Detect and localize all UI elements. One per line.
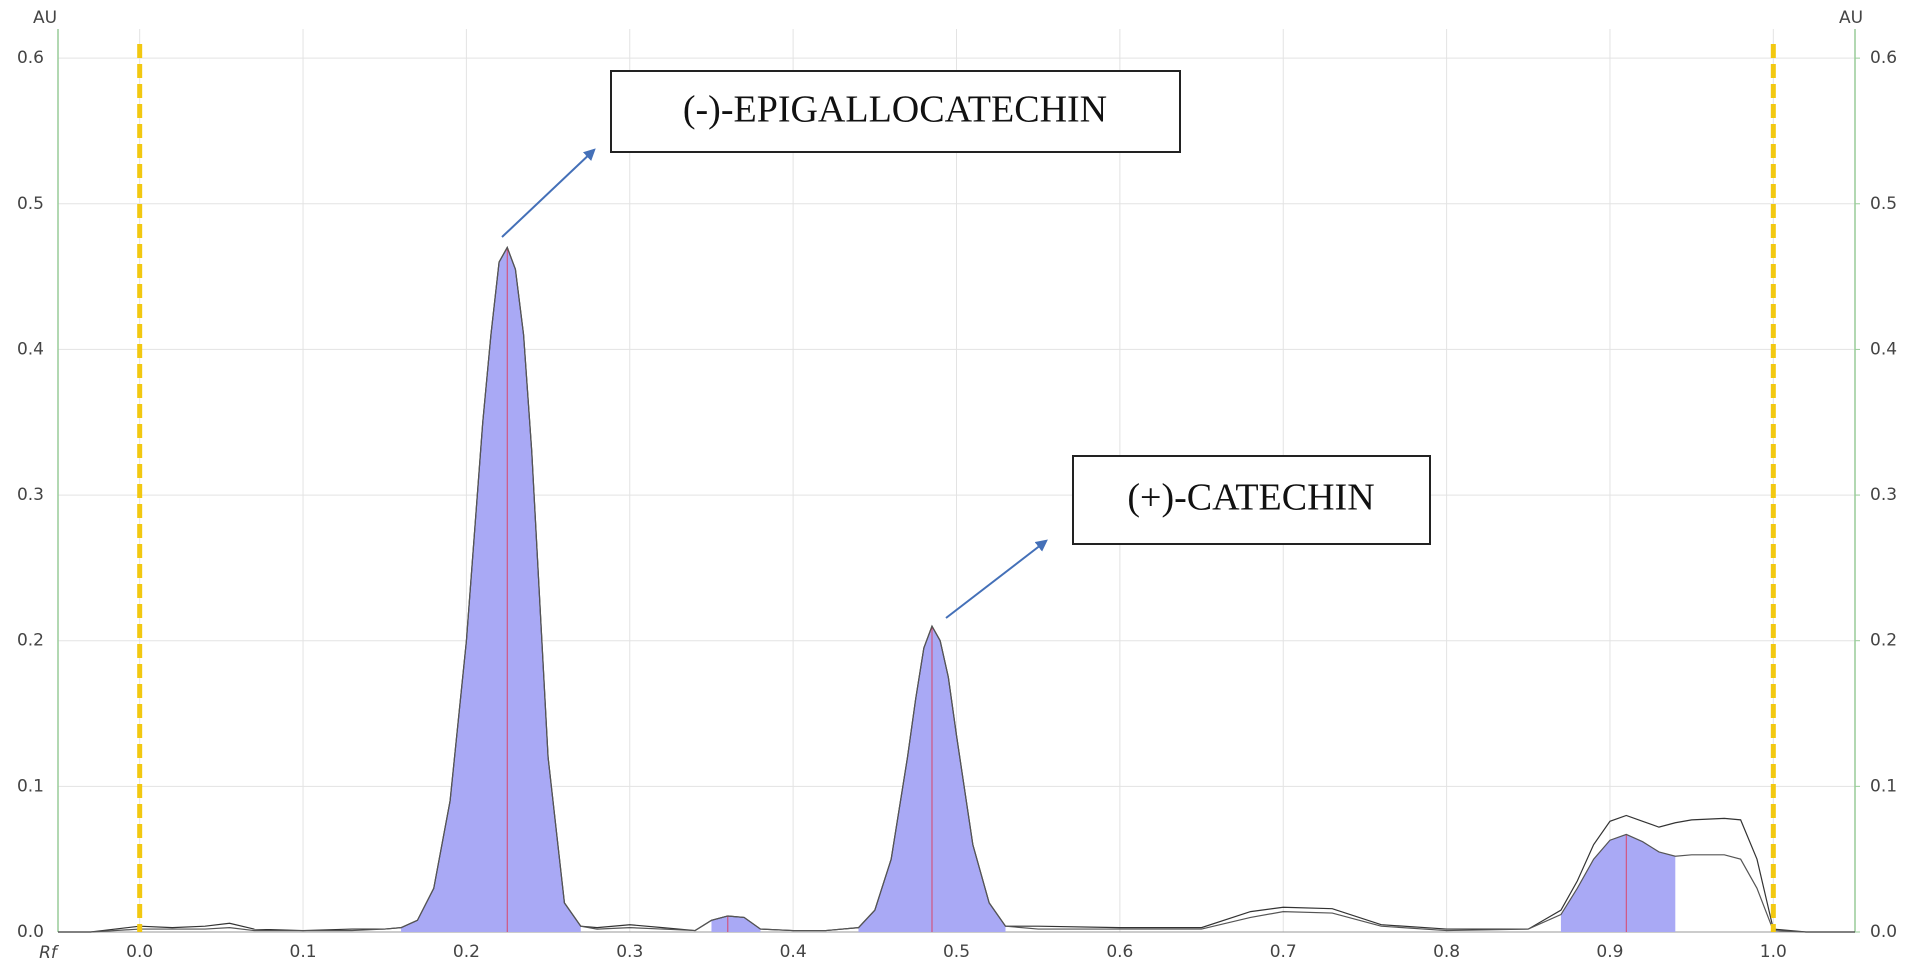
x-tick-label: 0.3 — [616, 942, 643, 962]
annotation: (+)-CATECHIN — [1127, 477, 1374, 519]
annotation-box — [1072, 455, 1431, 545]
y2-tick-label: 0.4 — [1870, 339, 1897, 359]
trace-line — [58, 246, 1855, 933]
fill-layer — [401, 247, 1676, 932]
y-tick-label: 0.6 — [17, 48, 44, 68]
y-tick-label: 0.3 — [17, 485, 44, 505]
y2-tick-label: 0.0 — [1870, 922, 1897, 942]
x-tick-label: 0.6 — [1106, 942, 1133, 962]
arrow — [945, 539, 1048, 619]
x-axis-label: Rf — [39, 943, 60, 963]
y-tick-label: 0.5 — [17, 194, 44, 214]
y-tick-label: 0.0 — [17, 922, 44, 942]
x-tick-label: 0.4 — [780, 942, 807, 962]
y-tick-label: 0.2 — [17, 631, 44, 651]
x-tick-label: 0.5 — [943, 942, 970, 962]
arrow — [501, 148, 596, 238]
y-tick-label: 0.4 — [17, 339, 44, 359]
y2-tick-label: 0.1 — [1870, 776, 1897, 796]
peak-area — [711, 915, 761, 932]
y-tick-label: 0.1 — [17, 776, 44, 796]
y2-tick-label: 0.6 — [1870, 48, 1897, 68]
x-tick-label: 0.0 — [126, 942, 153, 962]
peak-area — [1560, 834, 1676, 932]
grid-layer — [57, 29, 1860, 933]
y2-tick-label: 0.2 — [1870, 631, 1897, 651]
annotation: (-)-EPIGALLOCATECHIN — [683, 89, 1107, 131]
peak-area — [401, 247, 581, 932]
x-tick-label: 1.0 — [1760, 942, 1787, 962]
y2-axis-label: AU — [1839, 8, 1863, 28]
x-tick-label: 0.8 — [1433, 942, 1460, 962]
y-axis-label: AU — [33, 8, 57, 28]
y2-tick-label: 0.5 — [1870, 194, 1897, 214]
annotation-box — [610, 70, 1181, 153]
main-layer: 0.0 0.1 0.2 0.3 0.4 0.5 0.6 0.0 0.1 0.2 0.3 0.4 0.5 0… — [17, 44, 1897, 962]
x-tick-label: 0.2 — [453, 942, 480, 962]
x-tick-label: 0.7 — [1270, 942, 1297, 962]
x-tick-label: 0.9 — [1596, 942, 1623, 962]
x-tick-label: 0.1 — [290, 942, 317, 962]
y2-tick-label: 0.3 — [1870, 485, 1897, 505]
